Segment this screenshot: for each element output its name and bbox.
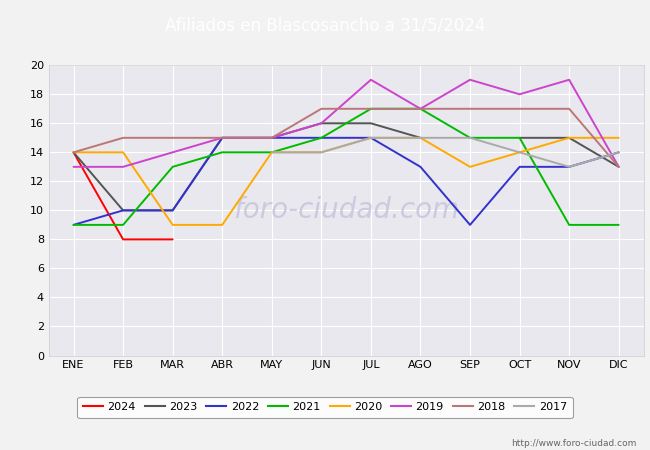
Text: Afiliados en Blascosancho a 31/5/2024: Afiliados en Blascosancho a 31/5/2024 xyxy=(165,17,485,35)
Text: http://www.foro-ciudad.com: http://www.foro-ciudad.com xyxy=(512,439,637,448)
Legend: 2024, 2023, 2022, 2021, 2020, 2019, 2018, 2017: 2024, 2023, 2022, 2021, 2020, 2019, 2018… xyxy=(77,397,573,418)
Text: foro-ciudad.com: foro-ciudad.com xyxy=(233,196,459,225)
